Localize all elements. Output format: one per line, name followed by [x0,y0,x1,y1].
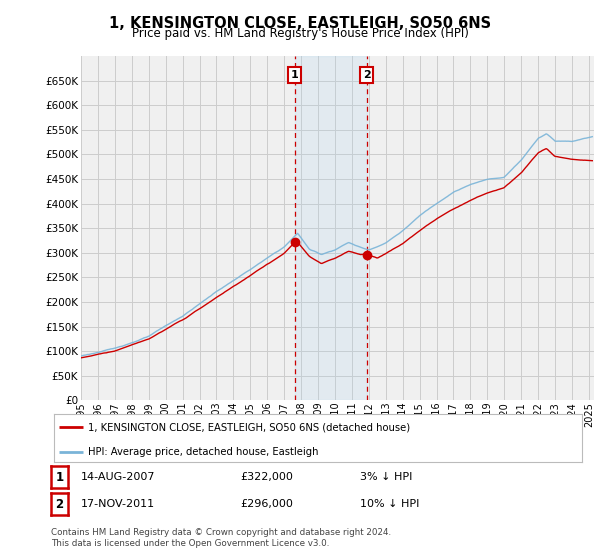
Text: £296,000: £296,000 [240,499,293,509]
Text: 3% ↓ HPI: 3% ↓ HPI [360,472,412,482]
Text: 14-AUG-2007: 14-AUG-2007 [81,472,155,482]
Text: 1: 1 [55,470,64,484]
Text: HPI: Average price, detached house, Eastleigh: HPI: Average price, detached house, East… [88,446,319,456]
Text: 1: 1 [291,70,299,80]
Text: 2: 2 [363,70,371,80]
Text: Contains HM Land Registry data © Crown copyright and database right 2024.
This d: Contains HM Land Registry data © Crown c… [51,528,391,548]
Text: 1, KENSINGTON CLOSE, EASTLEIGH, SO50 6NS (detached house): 1, KENSINGTON CLOSE, EASTLEIGH, SO50 6NS… [88,422,410,432]
Text: £322,000: £322,000 [240,472,293,482]
Bar [295,56,367,400]
Text: 10% ↓ HPI: 10% ↓ HPI [360,499,419,509]
Text: Price paid vs. HM Land Registry's House Price Index (HPI): Price paid vs. HM Land Registry's House … [131,27,469,40]
Text: 17-NOV-2011: 17-NOV-2011 [81,499,155,509]
Text: 2: 2 [55,497,64,511]
Text: 1, KENSINGTON CLOSE, EASTLEIGH, SO50 6NS: 1, KENSINGTON CLOSE, EASTLEIGH, SO50 6NS [109,16,491,31]
